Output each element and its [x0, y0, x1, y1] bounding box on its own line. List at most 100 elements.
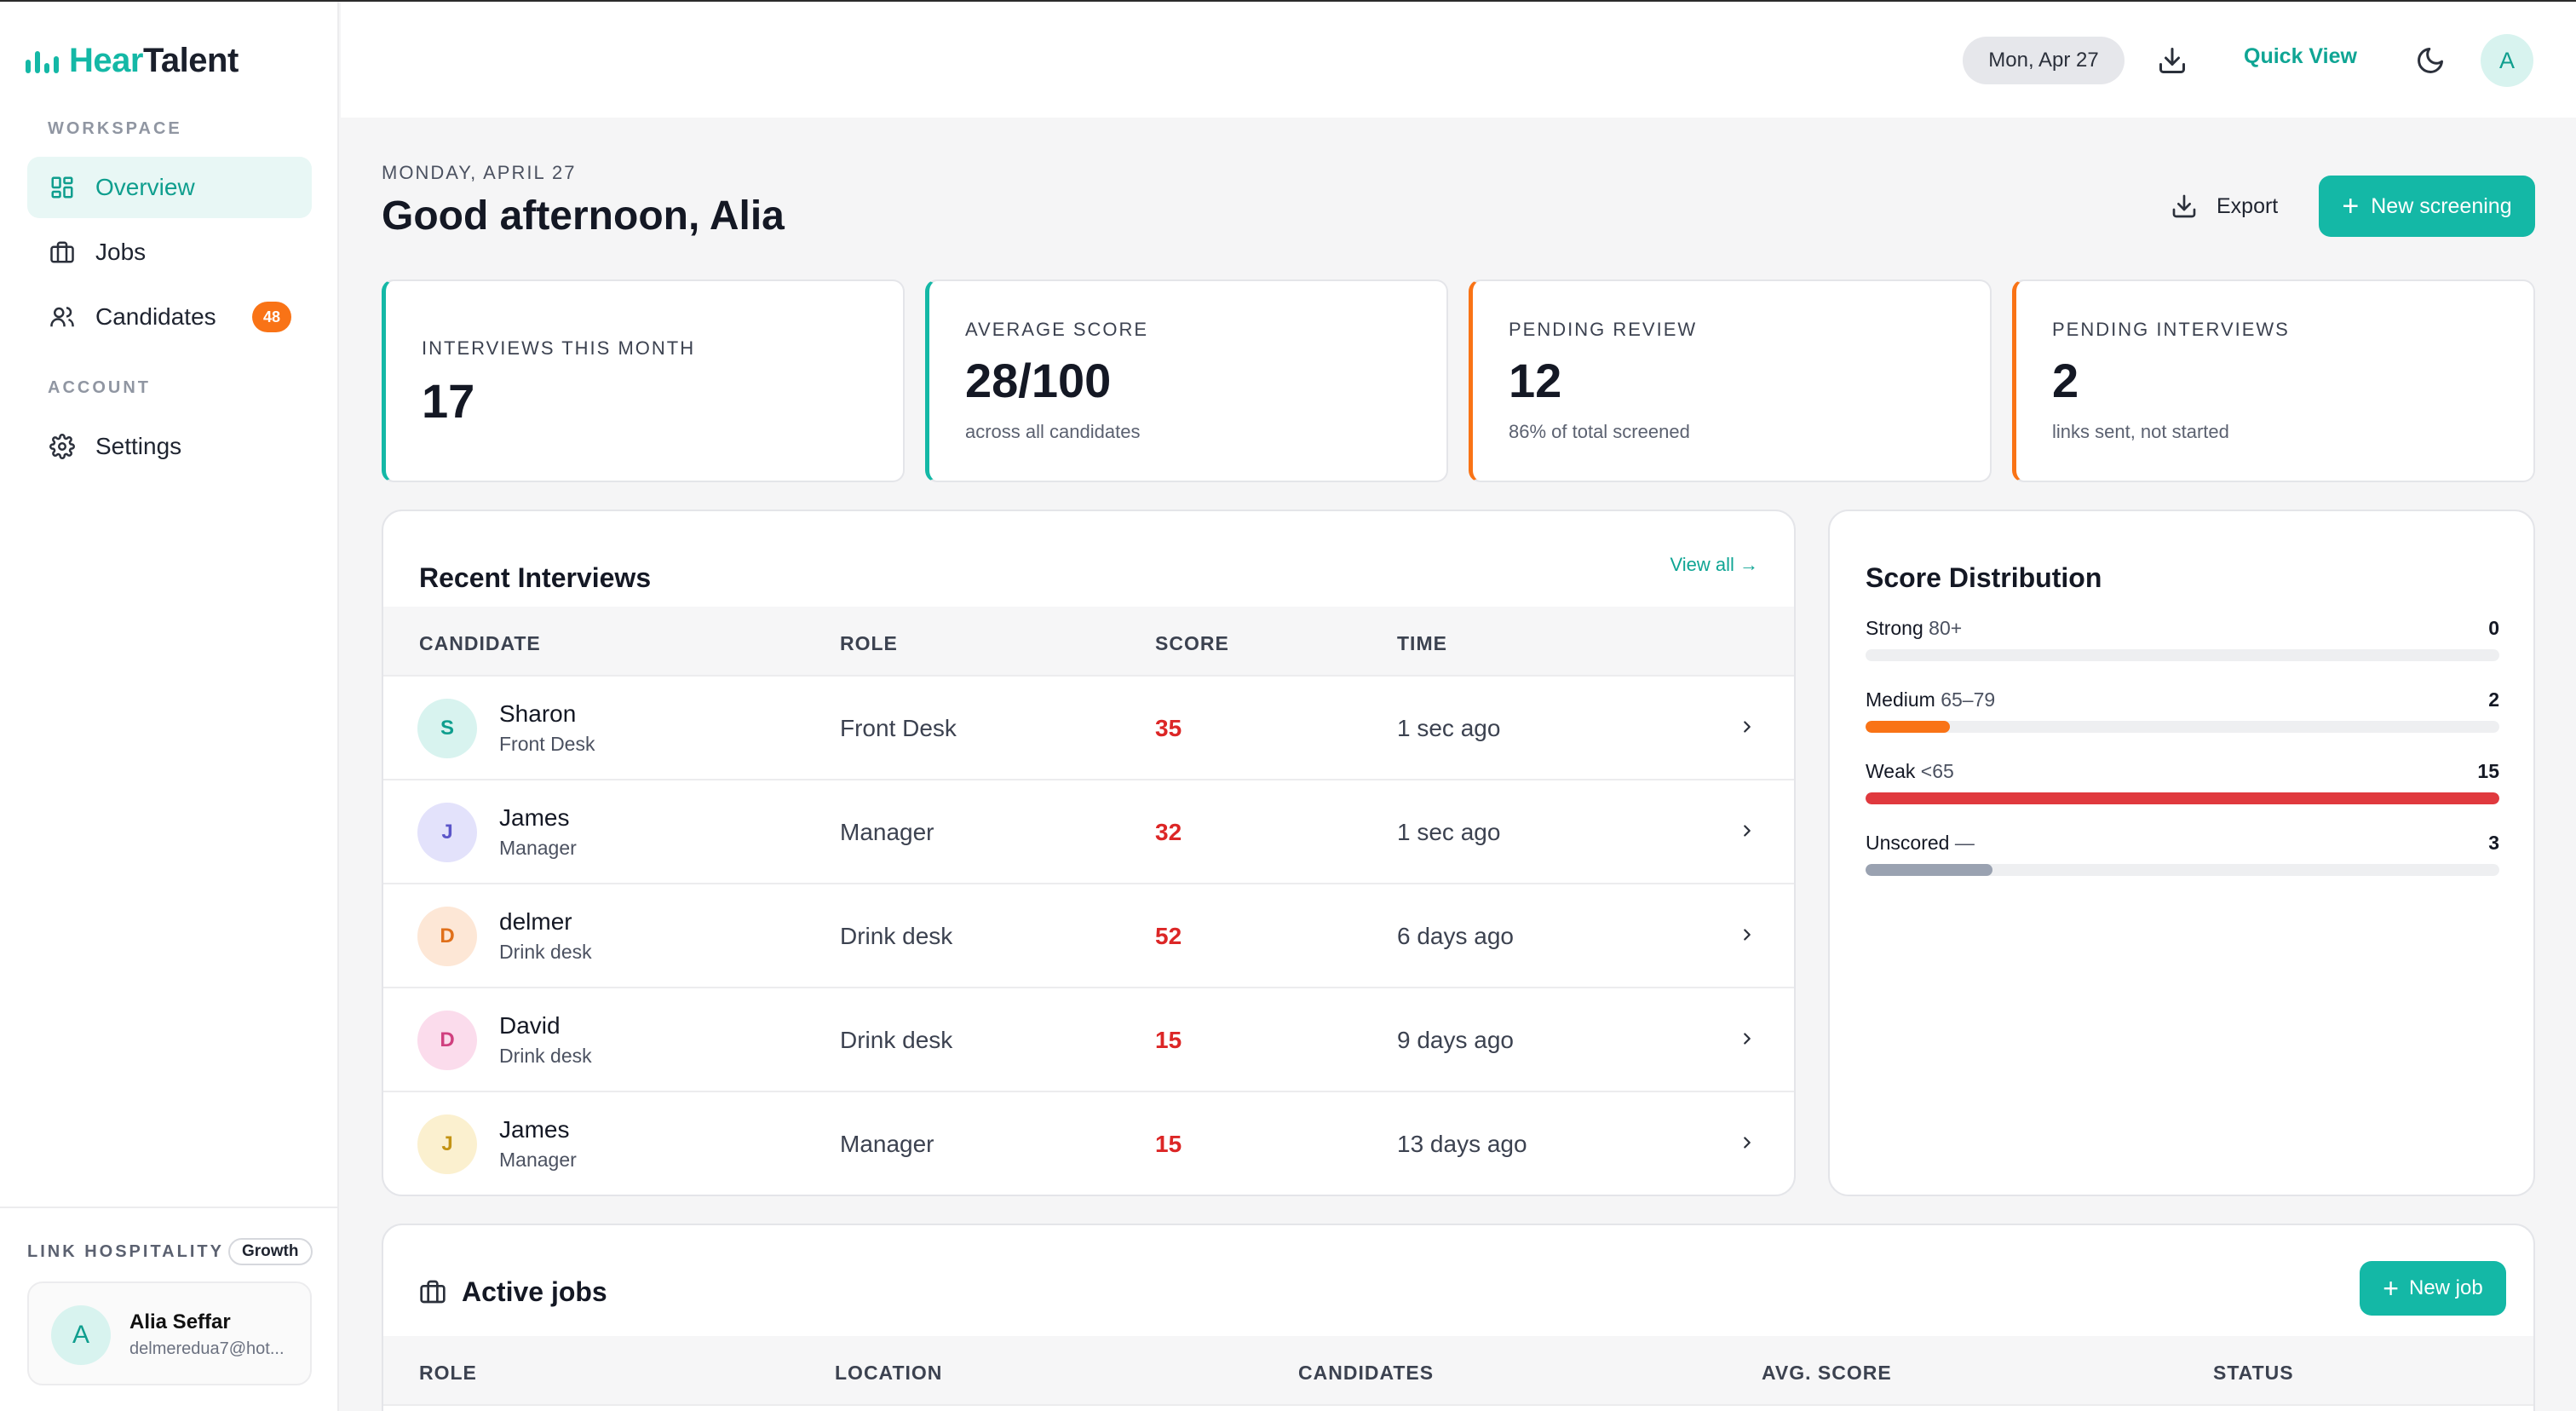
export-button[interactable]: Export	[2171, 187, 2278, 225]
column-header-candidates[interactable]: CANDIDATES	[1298, 1362, 1435, 1384]
candidate-subtitle: Front Desk	[499, 733, 595, 755]
distribution-count: 15	[2477, 760, 2499, 782]
distribution-row: Medium 65–79 2	[1866, 688, 2499, 748]
score-distribution-panel: Score Distribution Strong 80+ 0 Medium 65–…	[1828, 510, 2535, 1196]
plus-icon: +	[2383, 1273, 2399, 1304]
organization-name: LINK HOSPITALITY	[27, 1242, 224, 1261]
candidate-score: 15	[1155, 1027, 1182, 1053]
stat-sub: 86% of total screened	[1509, 421, 1690, 442]
stat-card-interviews: INTERVIEWS THIS MONTH 17	[382, 279, 905, 482]
table-row[interactable]: J James Manager Manager 15 13 days ago	[383, 1092, 1794, 1195]
stat-card-pending-review: PENDING REVIEW 12 86% of total screened	[1469, 279, 1992, 482]
column-header-score[interactable]: SCORE	[1155, 632, 1229, 654]
grid-icon	[48, 173, 77, 202]
distribution-label: Weak <65	[1866, 760, 1954, 783]
date-pill: Mon, Apr 27	[1963, 37, 2125, 84]
recent-interviews-title: Recent Interviews	[419, 562, 652, 593]
sidebar-item-overview[interactable]: Overview	[27, 157, 312, 218]
distribution-bar-track	[1866, 649, 2499, 661]
candidate-score: 52	[1155, 923, 1182, 949]
sidebar-item-label: Settings	[95, 433, 182, 459]
candidate-name: delmer	[499, 908, 572, 935]
plus-icon: +	[2342, 190, 2360, 222]
briefcase-icon	[419, 1278, 446, 1310]
chevron-right-icon	[1734, 1026, 1760, 1051]
distribution-bar-fill	[1866, 864, 1992, 876]
stat-label: AVERAGE SCORE	[965, 319, 1149, 340]
chevron-right-icon	[1734, 1130, 1760, 1155]
distribution-range: 80+	[1929, 617, 1963, 639]
avatar: J	[417, 803, 477, 862]
distribution-row: Weak <65 15	[1866, 760, 2499, 820]
sidebar-item-jobs[interactable]: Jobs	[27, 222, 312, 283]
stat-label: PENDING REVIEW	[1509, 319, 1698, 340]
quick-view-button[interactable]: Quick View	[2244, 44, 2357, 68]
logo-text-talent: Talent	[142, 41, 239, 79]
candidate-subtitle: Manager	[499, 1149, 577, 1171]
distribution-range: <65	[1920, 760, 1954, 782]
stat-label: INTERVIEWS THIS MONTH	[422, 337, 696, 359]
sidebar-item-candidates[interactable]: Candidates 48	[27, 286, 312, 348]
new-job-label: New job	[2408, 1276, 2483, 1299]
avatar: D	[417, 907, 477, 966]
active-jobs-panel: Active jobs + New job ROLE LOCATION CAND…	[382, 1224, 2535, 1411]
candidate-name: James	[499, 804, 570, 831]
distribution-count: 0	[2488, 617, 2499, 639]
moon-icon[interactable]	[2411, 41, 2450, 80]
stat-value: 2	[2052, 354, 2079, 407]
new-screening-button[interactable]: + New screening	[2319, 176, 2535, 237]
stat-value: 12	[1509, 354, 1562, 407]
candidate-score: 32	[1155, 819, 1182, 845]
candidate-subtitle: Drink desk	[499, 1045, 592, 1067]
download-icon[interactable]	[2153, 41, 2192, 80]
candidates-count-badge: 48	[252, 302, 291, 332]
app-logo[interactable]: HearTalent	[26, 39, 239, 82]
distribution-tier: Medium	[1866, 688, 1935, 711]
table-row[interactable]: S Sharon Front Desk Front Desk 35 1 sec ago	[383, 677, 1794, 780]
table-header: CANDIDATE ROLE SCORE TIME	[383, 607, 1794, 677]
column-header-status[interactable]: STATUS	[2213, 1362, 2294, 1384]
distribution-label: Unscored —	[1866, 832, 1975, 855]
column-header-candidate[interactable]: CANDIDATE	[419, 632, 541, 654]
candidate-time: 13 days ago	[1397, 1131, 1527, 1157]
export-label: Export	[2217, 193, 2279, 218]
jobs-table-header: ROLE LOCATION CANDIDATES AVG. SCORE STAT…	[383, 1336, 2533, 1406]
column-header-role[interactable]: ROLE	[419, 1362, 477, 1384]
candidate-subtitle: Manager	[499, 837, 577, 859]
stat-sub: across all candidates	[965, 421, 1141, 442]
new-job-button[interactable]: + New job	[2360, 1261, 2506, 1316]
column-header-role[interactable]: ROLE	[840, 632, 898, 654]
stat-value: 28/100	[965, 354, 1112, 407]
chevron-right-icon	[1734, 922, 1760, 947]
table-row[interactable]: D David Drink desk Drink desk 15 9 days ago	[383, 988, 1794, 1092]
sidebar-item-label: Overview	[95, 174, 195, 200]
users-icon	[48, 302, 77, 331]
account-section-label: ACCOUNT	[48, 378, 151, 397]
distribution-bar-fill	[1866, 792, 2499, 804]
candidate-role: Drink desk	[840, 1027, 953, 1053]
stat-sub: links sent, not started	[2052, 421, 2229, 442]
active-jobs-title: Active jobs	[462, 1276, 607, 1307]
column-header-location[interactable]: LOCATION	[835, 1362, 943, 1384]
plan-badge: Growth	[228, 1238, 313, 1265]
distribution-range: —	[1954, 832, 1975, 854]
candidate-subtitle: Drink desk	[499, 941, 592, 963]
user-avatar-button[interactable]: A	[2481, 34, 2533, 87]
distribution-bar-track	[1866, 864, 2499, 876]
distribution-row: Unscored — 3	[1866, 832, 2499, 891]
distribution-bar-track	[1866, 792, 2499, 804]
column-header-time[interactable]: TIME	[1397, 632, 1447, 654]
user-card[interactable]: A Alia Seffar delmeredua7@hot...	[27, 1281, 312, 1385]
distribution-range: 65–79	[1941, 688, 1996, 711]
sidebar: HearTalent WORKSPACE Overview Jobs Candi…	[0, 2, 339, 1411]
table-row[interactable]: J James Manager Manager 32 1 sec ago	[383, 780, 1794, 884]
column-header-avg-score[interactable]: AVG. SCORE	[1762, 1362, 1892, 1384]
distribution-count: 2	[2488, 688, 2499, 711]
avatar: D	[417, 1011, 477, 1070]
candidate-role: Manager	[840, 819, 934, 845]
candidate-name: David	[499, 1012, 561, 1039]
view-all-link[interactable]: View all →	[1670, 554, 1758, 575]
sidebar-item-settings[interactable]: Settings	[27, 416, 312, 477]
avatar: A	[51, 1305, 111, 1365]
